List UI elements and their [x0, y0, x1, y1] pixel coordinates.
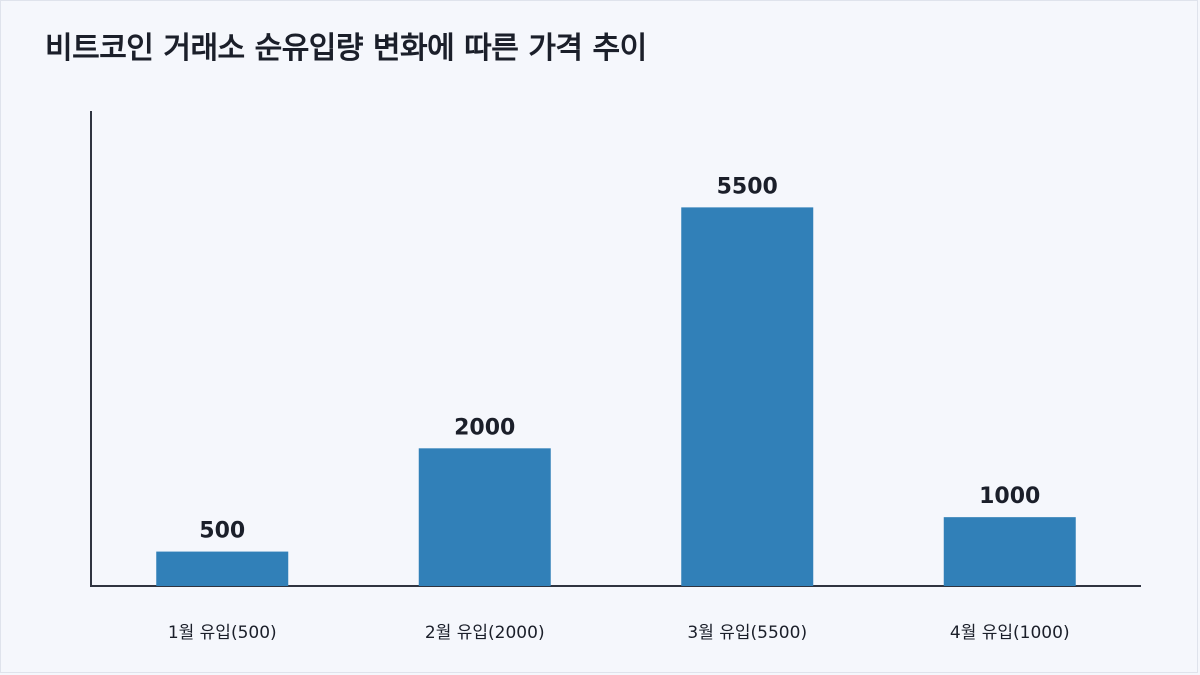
- bar: [943, 517, 1076, 586]
- x-tick-label: 1월 유입(500): [168, 623, 277, 643]
- bar-value-label: 5500: [717, 174, 778, 199]
- bar-value-label: 2000: [454, 415, 515, 440]
- x-tick-label: 3월 유입(5500): [687, 623, 807, 643]
- chart-title: 비트코인 거래소 순유입량 변화에 따른 가격 추이: [45, 31, 647, 66]
- bar: [156, 551, 289, 586]
- x-tick-label: 4월 유입(1000): [950, 623, 1070, 643]
- bar-value-label: 1000: [979, 484, 1040, 509]
- bar-value-label: 500: [199, 519, 245, 544]
- bar: [681, 207, 814, 586]
- x-tick-label: 2월 유입(2000): [425, 623, 545, 643]
- bar: [418, 448, 551, 586]
